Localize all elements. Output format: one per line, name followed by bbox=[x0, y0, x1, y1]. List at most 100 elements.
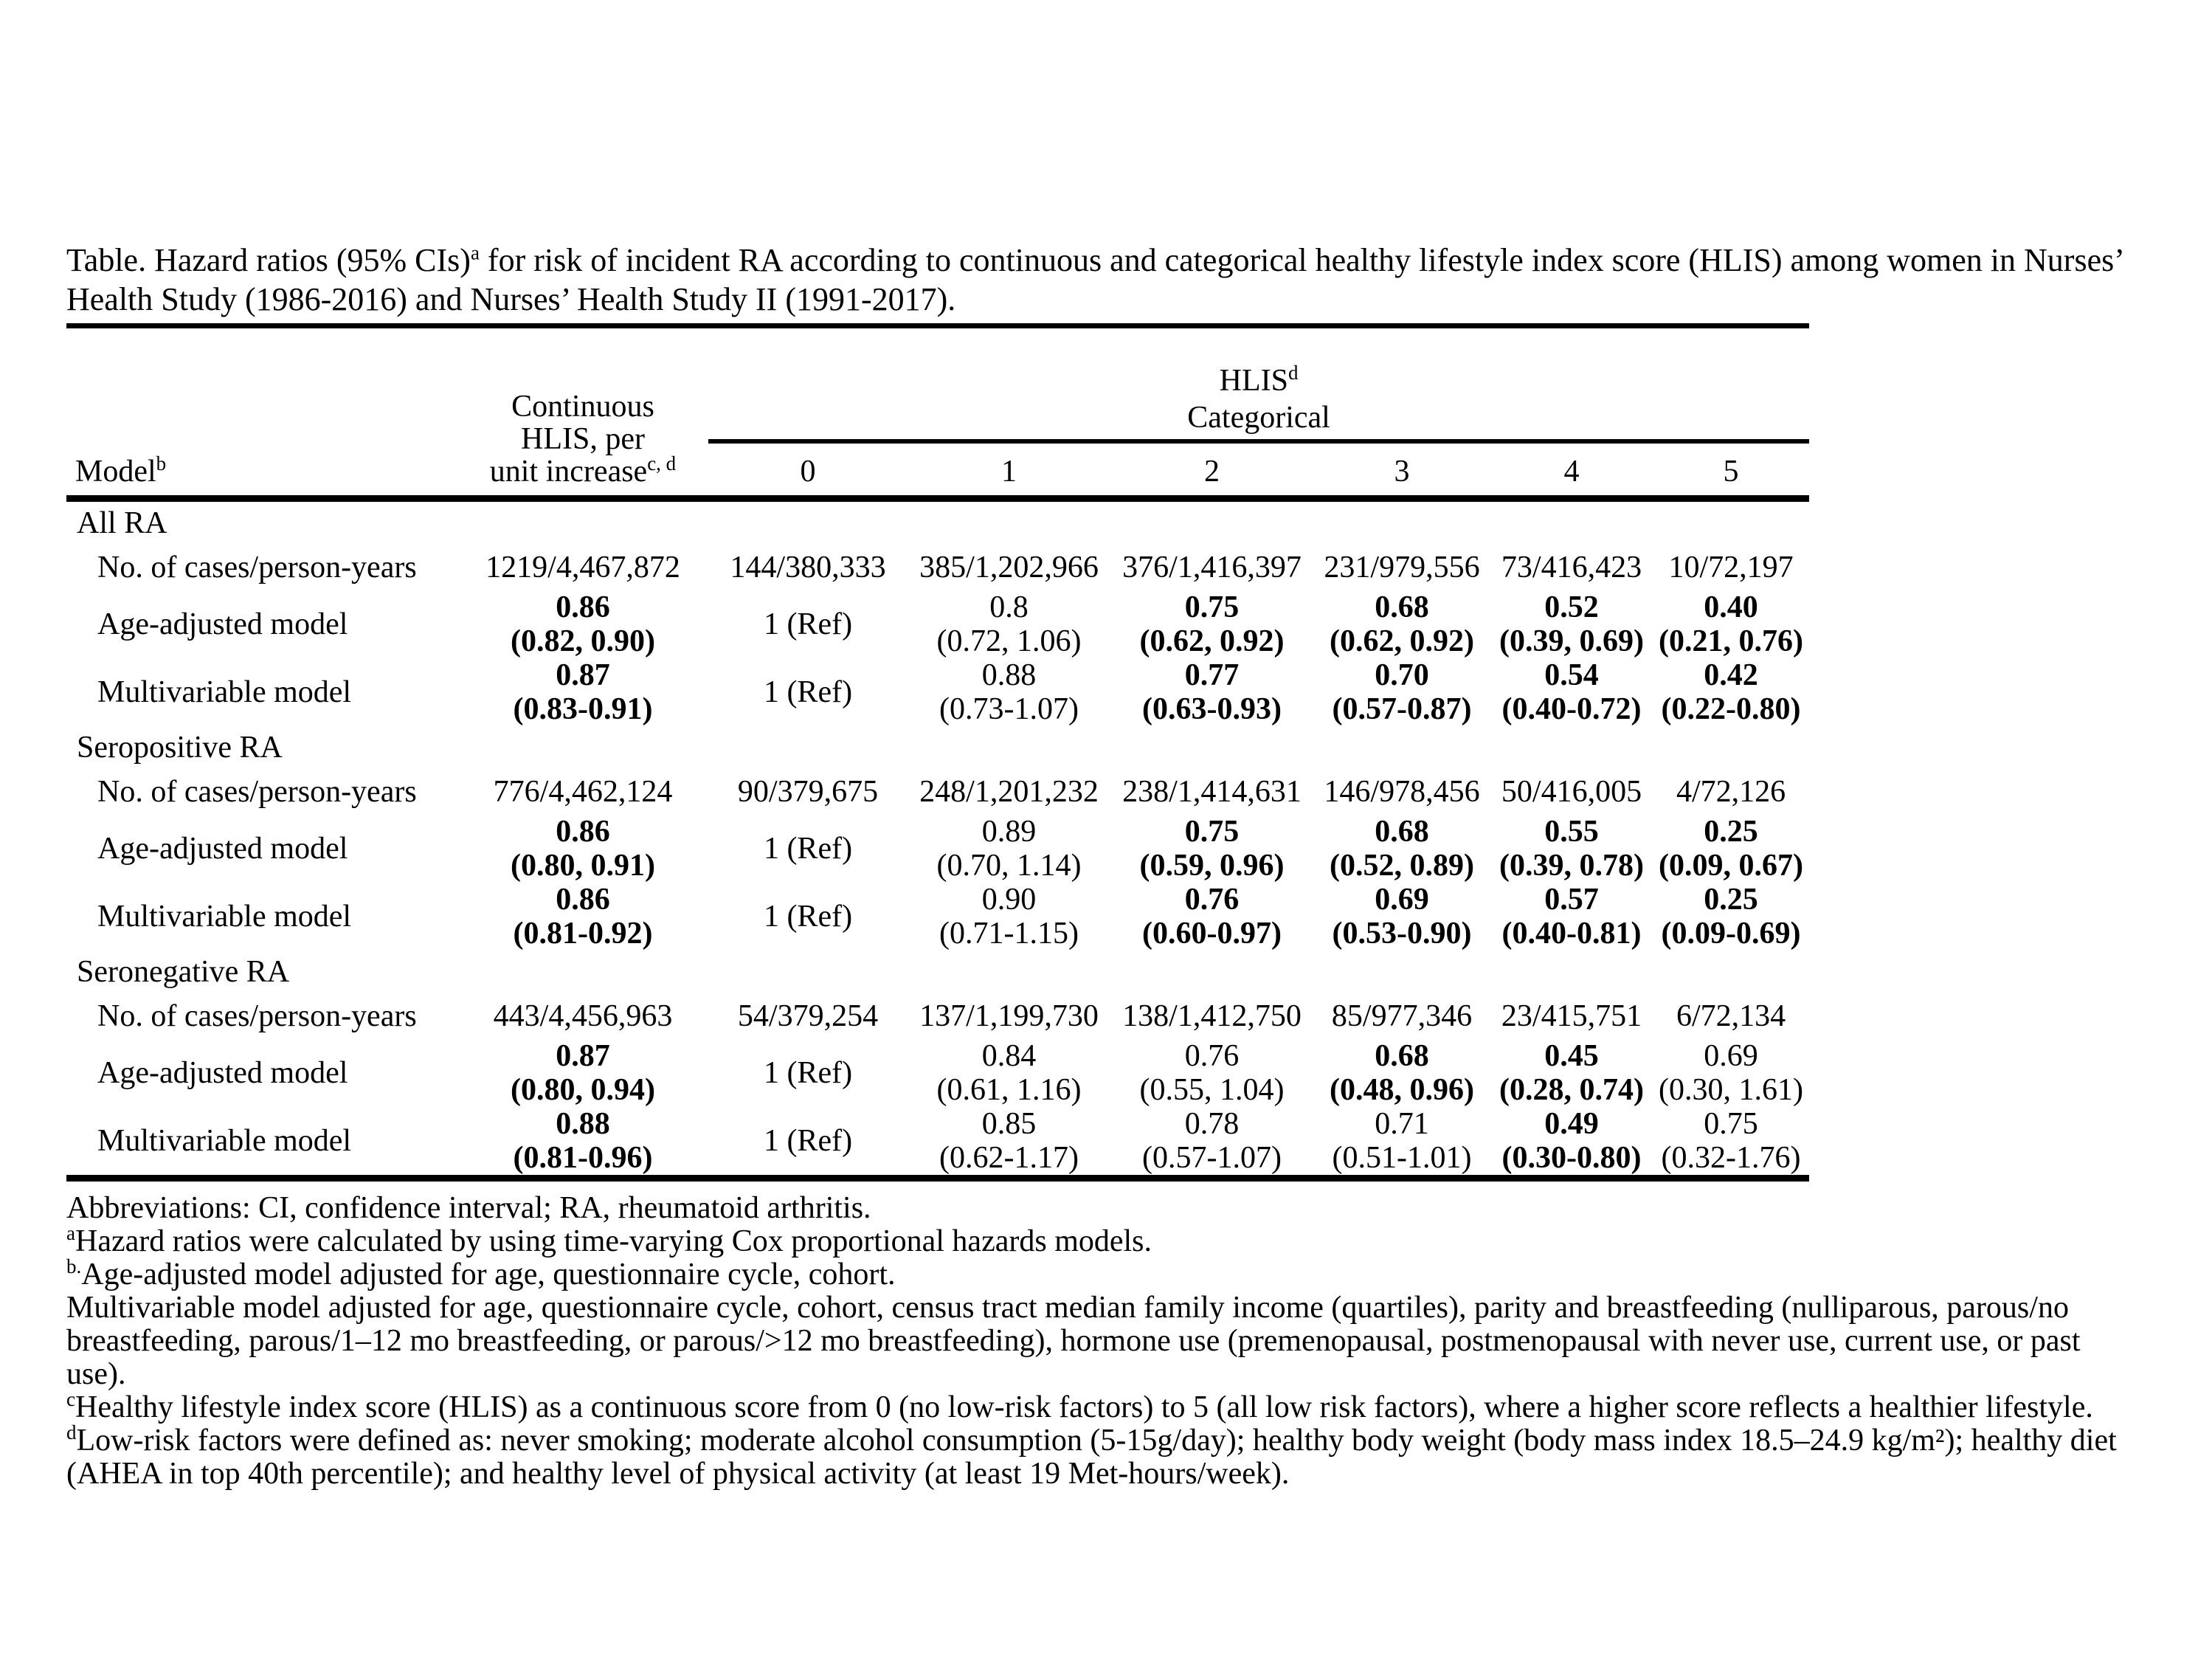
cases-value: 50/416,005 bbox=[1501, 775, 1642, 809]
empty-cell bbox=[1110, 499, 1313, 545]
footnote-marker: d bbox=[66, 1421, 77, 1444]
model-row: Multivariable model 0.86 (0.81-0.92) 1 (Ref… bbox=[66, 883, 1809, 951]
hazard-ratio-cell: 0.71 (0.51-1.01) bbox=[1313, 1107, 1490, 1182]
cases-row: No. of cases/person-years 443/4,456,963 54… bbox=[66, 993, 1809, 1039]
cases-value: 138/1,412,750 bbox=[1122, 999, 1302, 1033]
footnote-line: dLow-risk factors were defined as: never… bbox=[66, 1421, 2117, 1491]
footnote-line: aHazard ratios were calculated by using … bbox=[66, 1222, 1152, 1258]
model-row: Multivariable model 0.88 (0.81-0.96) 1 (Ref… bbox=[66, 1107, 1810, 1182]
ci-value: (0.70, 1.14) bbox=[936, 849, 1082, 883]
hazard-ratio-cell: 0.40 (0.21, 0.76) bbox=[1653, 590, 1809, 658]
cases-value: 137/1,199,730 bbox=[919, 999, 1099, 1033]
hazard-ratio-table: Continuous HLIS, per unit increasec, d H… bbox=[66, 328, 1810, 1182]
cases-row-label: No. of cases/person-years bbox=[97, 775, 417, 809]
empty-cell bbox=[1313, 951, 1490, 993]
paper-page: Table. Hazard ratios (95% CIs)a for risk… bbox=[66, 241, 2141, 1491]
hazard-ratio-cell: 0.68 (0.52, 0.89) bbox=[1313, 815, 1490, 883]
category-header: 5 bbox=[1653, 441, 1810, 502]
model-header-text: Model bbox=[75, 455, 156, 489]
empty-cell bbox=[708, 951, 908, 993]
hazard-ratio-cell: 0.75 (0.32-1.76) bbox=[1653, 1107, 1810, 1182]
hr-value: 0.57 bbox=[1544, 883, 1599, 917]
hazard-ratio-cell: 0.76 (0.55, 1.04) bbox=[1110, 1039, 1313, 1107]
category-header: 3 bbox=[1313, 441, 1490, 502]
continuous-header-line: unit increase bbox=[489, 455, 648, 489]
ci-value: (0.73-1.07) bbox=[939, 692, 1079, 726]
footnote-line: cHealthy lifestyle index score (HLIS) as… bbox=[66, 1388, 2093, 1424]
ci-value: (0.71-1.15) bbox=[939, 917, 1079, 951]
hr-value: 0.25 bbox=[1704, 883, 1758, 917]
table-header: Continuous HLIS, per unit increasec, d H… bbox=[66, 328, 1810, 502]
hazard-ratio-cell: 0.88 (0.81-0.96) bbox=[457, 1107, 708, 1182]
cases-value: 54/379,254 bbox=[737, 999, 879, 1033]
hazard-ratio-cell: 0.49 (0.30-0.80) bbox=[1490, 1107, 1653, 1182]
empty-cell bbox=[1653, 499, 1809, 545]
ci-value: (0.81-0.92) bbox=[513, 917, 653, 951]
ci-value: (0.81-0.96) bbox=[513, 1141, 653, 1175]
cases-value: 10/72,197 bbox=[1668, 551, 1794, 584]
ci-value: (0.53-0.90) bbox=[1332, 917, 1472, 951]
ci-value: (0.61, 1.16) bbox=[936, 1073, 1082, 1107]
hazard-ratio-cell: 1 (Ref) bbox=[708, 815, 908, 883]
footnote-marker: b. bbox=[66, 1255, 82, 1277]
cases-value: 144/380,333 bbox=[730, 551, 886, 584]
model-column-header: Modelb bbox=[66, 441, 457, 502]
hr-value: 0.25 bbox=[1704, 815, 1758, 849]
section-name: All RA bbox=[77, 506, 167, 540]
header-empty-cell bbox=[66, 328, 457, 441]
hazard-ratio-cell: 0.55 (0.39, 0.78) bbox=[1490, 815, 1653, 883]
hazard-ratio-cell: 0.75 (0.62, 0.92) bbox=[1110, 590, 1313, 658]
hr-value: 0.84 bbox=[981, 1039, 1037, 1073]
ci-value: (0.62, 0.92) bbox=[1330, 624, 1474, 658]
empty-cell bbox=[1653, 951, 1809, 993]
empty-cell bbox=[908, 726, 1110, 769]
cases-value: 776/4,462,124 bbox=[493, 775, 673, 809]
empty-cell bbox=[1490, 726, 1653, 769]
hazard-ratio-cell: 0.86 (0.82, 0.90) bbox=[457, 590, 708, 658]
empty-cell bbox=[457, 951, 708, 993]
ci-value: (0.72, 1.06) bbox=[936, 624, 1082, 658]
footnote-marker: c bbox=[66, 1388, 75, 1410]
hazard-ratio-cell: 0.88 (0.73-1.07) bbox=[908, 658, 1110, 726]
hr-value: 0.76 bbox=[1184, 883, 1240, 917]
ci-value: (0.30-0.80) bbox=[1501, 1141, 1642, 1175]
hlis-header-label: HLISd bbox=[708, 362, 1809, 399]
hr-value: 0.55 bbox=[1544, 815, 1599, 849]
cases-row: No. of cases/person-years 1219/4,467,872 1… bbox=[66, 545, 1809, 590]
hr-value: 0.85 bbox=[981, 1107, 1037, 1141]
model-row-label: Multivariable model bbox=[66, 1107, 457, 1182]
hazard-ratio-cell: 0.77 (0.63-0.93) bbox=[1110, 658, 1313, 726]
continuous-header-line: HLIS, per bbox=[521, 422, 645, 456]
ci-value: (0.09, 0.67) bbox=[1659, 849, 1804, 883]
continuous-header-line: Continuous bbox=[511, 390, 654, 424]
cases-value: 73/416,423 bbox=[1501, 551, 1642, 584]
empty-cell bbox=[457, 499, 708, 545]
category-header: 1 bbox=[908, 441, 1110, 502]
hazard-ratio-cell: 0.86 (0.80, 0.91) bbox=[457, 815, 708, 883]
model-row: Age-adjusted model 0.87 (0.80, 0.94) 1 (Ref… bbox=[66, 1039, 1809, 1107]
hazard-ratio-cell: 0.70 (0.57-0.87) bbox=[1313, 658, 1490, 726]
categorical-label: Categorical bbox=[1187, 401, 1330, 435]
hr-value: 0.87 bbox=[556, 1039, 610, 1073]
hazard-ratio-cell: 0.86 (0.81-0.92) bbox=[457, 883, 708, 951]
hr-value: 0.69 bbox=[1704, 1039, 1758, 1073]
hr-value: 0.71 bbox=[1375, 1107, 1429, 1141]
empty-cell bbox=[1653, 726, 1809, 769]
section-name: Seronegative RA bbox=[77, 955, 290, 989]
cases-value: 1219/4,467,872 bbox=[485, 551, 680, 584]
hr-value: 0.75 bbox=[1184, 815, 1240, 849]
hazard-ratio-cell: 1 (Ref) bbox=[708, 1039, 908, 1107]
empty-cell bbox=[1313, 726, 1490, 769]
cases-row: No. of cases/person-years 776/4,462,124 90… bbox=[66, 769, 1809, 815]
ci-value: (0.83-0.91) bbox=[513, 692, 653, 726]
ci-value: (0.52, 0.89) bbox=[1330, 849, 1474, 883]
hazard-ratio-cell: 0.52 (0.39, 0.69) bbox=[1490, 590, 1653, 658]
hr-value: 0.54 bbox=[1544, 658, 1599, 692]
hazard-ratio-cell: 0.25 (0.09-0.69) bbox=[1653, 883, 1809, 951]
hr-value: 1 (Ref) bbox=[763, 1124, 853, 1158]
hazard-ratio-cell: 0.87 (0.80, 0.94) bbox=[457, 1039, 708, 1107]
hr-value: 1 (Ref) bbox=[763, 900, 853, 934]
ci-value: (0.51-1.01) bbox=[1332, 1141, 1472, 1175]
model-footnote-marker: b bbox=[156, 452, 167, 475]
hazard-ratio-cell: 0.78 (0.57-1.07) bbox=[1110, 1107, 1313, 1182]
